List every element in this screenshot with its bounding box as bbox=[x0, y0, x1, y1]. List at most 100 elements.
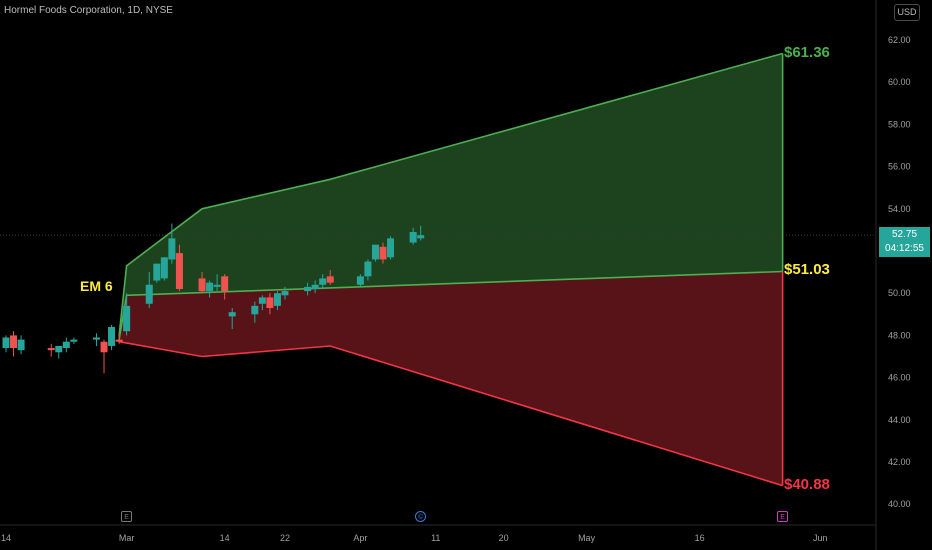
x-tick-label: 20 bbox=[499, 533, 509, 543]
candle bbox=[55, 345, 63, 359]
candle-body bbox=[304, 286, 312, 292]
candle-body bbox=[258, 297, 266, 304]
candle-body bbox=[387, 238, 395, 258]
candle bbox=[10, 331, 18, 357]
y-tick-label: 54.00 bbox=[888, 204, 911, 214]
candle-body bbox=[55, 345, 63, 353]
candle bbox=[100, 339, 108, 374]
candle-body bbox=[417, 235, 425, 239]
candle bbox=[206, 280, 214, 298]
x-tick-label: 16 bbox=[695, 533, 705, 543]
candle bbox=[221, 274, 229, 300]
candle bbox=[371, 244, 379, 262]
candle-body bbox=[100, 341, 108, 353]
candle-body bbox=[213, 284, 221, 287]
candle-body bbox=[168, 238, 176, 260]
y-tick-label: 50.00 bbox=[888, 288, 911, 298]
candle-body bbox=[10, 335, 18, 349]
chart-title: Hormel Foods Corporation, 1D, NYSE bbox=[4, 5, 173, 16]
candle-body bbox=[364, 261, 372, 277]
candle bbox=[123, 293, 131, 336]
candle bbox=[153, 263, 161, 283]
candle-body bbox=[326, 276, 334, 283]
candle bbox=[108, 324, 116, 351]
y-tick-label: 40.00 bbox=[888, 499, 911, 509]
y-tick-label: 48.00 bbox=[888, 330, 911, 340]
y-tick-label: 58.00 bbox=[888, 119, 911, 129]
candle bbox=[319, 274, 327, 289]
candle bbox=[266, 293, 274, 315]
candle-body bbox=[228, 312, 236, 317]
earnings-event-icon[interactable]: E bbox=[777, 511, 789, 522]
y-tick-label: 42.00 bbox=[888, 457, 911, 467]
candle-body bbox=[319, 278, 327, 285]
candle bbox=[258, 295, 266, 311]
candle bbox=[228, 307, 236, 330]
lower-move-area bbox=[119, 271, 783, 486]
upper-move-area bbox=[119, 53, 783, 340]
candle-body bbox=[47, 348, 55, 351]
lower-level-label: $40.88 bbox=[784, 475, 830, 493]
x-tick-label: 11 bbox=[431, 533, 440, 543]
candle bbox=[364, 259, 372, 281]
x-tick-label: 14 bbox=[1, 533, 11, 543]
y-tick-label: 44.00 bbox=[888, 415, 911, 425]
currency-button[interactable]: USD bbox=[894, 4, 920, 21]
x-tick-label: 22 bbox=[280, 533, 290, 543]
candle bbox=[168, 223, 176, 264]
candle bbox=[409, 227, 417, 245]
candle-body bbox=[206, 282, 214, 292]
candle bbox=[281, 286, 289, 300]
expected-move-label: EM 6 bbox=[80, 278, 113, 294]
last-price-value: 52.75 bbox=[891, 229, 918, 240]
candle-body bbox=[2, 337, 10, 349]
candle bbox=[47, 343, 55, 357]
candle-body bbox=[62, 341, 70, 349]
upper-level-label: $61.36 bbox=[784, 43, 830, 61]
candle-body bbox=[92, 337, 100, 340]
candle bbox=[17, 335, 25, 355]
candle-body bbox=[221, 276, 229, 292]
candle bbox=[92, 333, 100, 346]
candle bbox=[145, 272, 153, 308]
candle-body bbox=[371, 244, 379, 260]
upper-move-line bbox=[118, 52, 783, 336]
candle bbox=[160, 257, 168, 281]
y-tick-label: 46.00 bbox=[888, 373, 911, 383]
candle bbox=[311, 280, 319, 294]
candle-body bbox=[175, 253, 183, 289]
candle-body bbox=[70, 339, 78, 342]
candle-body bbox=[281, 291, 289, 296]
candle-body bbox=[153, 263, 161, 281]
candle-body bbox=[273, 293, 281, 306]
candle-body bbox=[251, 305, 259, 315]
candle bbox=[70, 337, 78, 344]
candle-body bbox=[356, 276, 364, 285]
candle bbox=[175, 244, 183, 292]
x-tick-label: 14 bbox=[220, 533, 230, 543]
candle bbox=[2, 335, 10, 353]
x-tick-label: Jun bbox=[813, 533, 828, 543]
dividend-event-icon[interactable]: © bbox=[415, 511, 427, 522]
candle-body bbox=[17, 339, 25, 351]
x-tick-label: Mar bbox=[119, 533, 135, 543]
candle bbox=[387, 236, 395, 260]
earnings-event-icon[interactable]: E bbox=[121, 511, 133, 522]
candle bbox=[198, 272, 206, 294]
candle bbox=[326, 269, 334, 285]
candle-body bbox=[266, 297, 274, 308]
y-tick-label: 62.00 bbox=[888, 35, 911, 45]
candle-body bbox=[145, 284, 153, 304]
candle bbox=[62, 337, 70, 353]
candle bbox=[213, 274, 221, 292]
candle-body bbox=[409, 232, 417, 243]
lower-move-line bbox=[118, 340, 783, 487]
candle-body bbox=[123, 305, 131, 332]
candle bbox=[273, 291, 281, 311]
candle bbox=[356, 274, 364, 287]
y-tick-label: 60.00 bbox=[888, 77, 911, 87]
candle bbox=[251, 301, 259, 323]
candle bbox=[417, 225, 425, 241]
candle-body bbox=[115, 339, 123, 342]
